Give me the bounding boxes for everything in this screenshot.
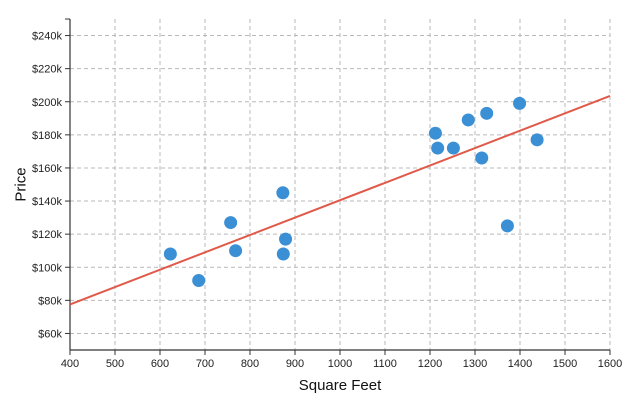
data-point — [530, 133, 544, 147]
data-point — [446, 141, 460, 155]
trendline — [69, 95, 611, 306]
x-tick-label: 500 — [106, 358, 124, 370]
y-tick-label: $120k — [32, 229, 62, 241]
data-point — [163, 247, 177, 261]
y-tick-label: $240k — [32, 31, 62, 43]
x-tick-label: 1300 — [463, 358, 487, 370]
y-axis-title: Price — [12, 167, 29, 201]
y-tick-label: $140k — [32, 196, 62, 208]
y-tick-label: $60k — [38, 328, 62, 340]
data-point — [279, 232, 293, 246]
tick-labels: 400 500 600 700 800 900 1000 1100 1200 1300 1400 15… — [32, 31, 622, 370]
x-tick-label: 1200 — [418, 358, 442, 370]
data-point — [224, 216, 238, 230]
axes — [65, 18, 611, 355]
x-tick-label: 1000 — [328, 358, 352, 370]
y-tick-label: $160k — [32, 163, 62, 175]
y-tick-label: $220k — [32, 64, 62, 76]
data-point — [431, 141, 445, 155]
data-point — [513, 96, 527, 110]
y-tick-label: $100k — [32, 262, 62, 274]
data-point — [229, 244, 243, 258]
y-tick-label: $200k — [32, 97, 62, 109]
x-tick-label: 800 — [241, 358, 259, 370]
data-points — [163, 96, 544, 287]
x-tick-label: 1100 — [373, 358, 397, 370]
data-point — [428, 126, 442, 140]
x-axis-title: Square Feet — [299, 377, 382, 394]
x-tick-label: 900 — [286, 358, 304, 370]
x-tick-label: 400 — [61, 358, 79, 370]
y-tick-label: $80k — [38, 295, 62, 307]
x-tick-label: 600 — [151, 358, 169, 370]
trendline-layer — [69, 95, 611, 306]
x-tick-label: 1500 — [553, 358, 577, 370]
data-point — [276, 186, 290, 200]
y-tick-label: $180k — [32, 130, 62, 142]
data-point — [461, 113, 475, 127]
data-point — [276, 247, 290, 261]
data-point — [192, 273, 206, 287]
grid-lines — [70, 19, 611, 350]
x-tick-label: 700 — [196, 358, 214, 370]
data-point — [475, 151, 489, 165]
data-point — [480, 106, 494, 120]
x-tick-label: 1600 — [598, 358, 622, 370]
x-tick-label: 1400 — [508, 358, 532, 370]
data-point — [500, 219, 514, 233]
